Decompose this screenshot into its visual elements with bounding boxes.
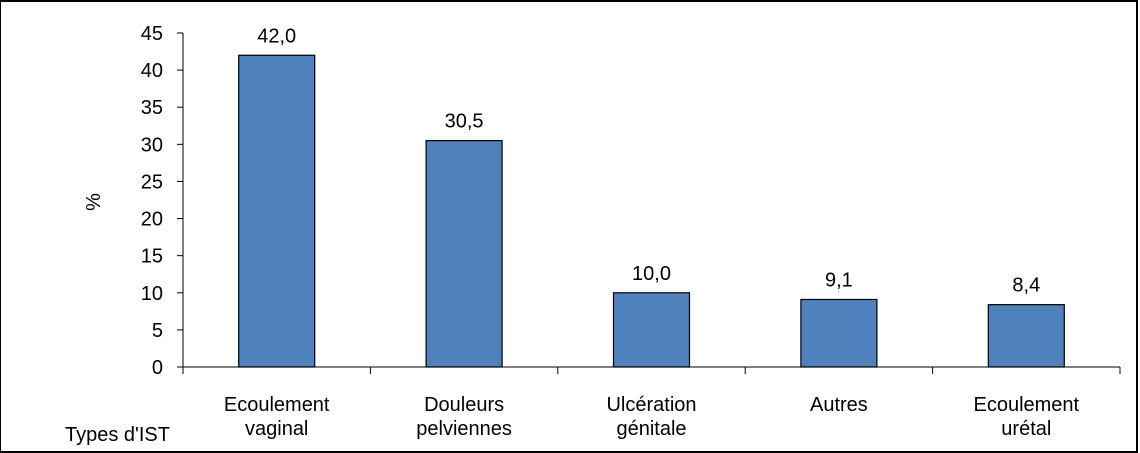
bar [425,140,503,368]
category-label: Douleurs pelviennes [416,394,512,440]
category-label: Ecoulement urétal [973,394,1079,440]
bar [987,304,1065,368]
y-tick-label: 40 [141,60,163,82]
bar-value-label: 42,0 [257,25,296,47]
y-tick-label: 45 [141,23,163,45]
y-tick-label: 15 [141,246,163,268]
bar-value-label: 30,5 [445,111,484,133]
y-axis-title: % [83,193,105,211]
y-tick-label: 0 [152,357,163,379]
bar [612,292,691,368]
bar-value-label: 8,4 [1012,275,1040,297]
y-tick-label: 20 [141,209,163,231]
y-axis: 0 5 10 15 20 25 30 35 40 45 [141,23,184,379]
x-axis-title: Types d'IST [65,424,170,446]
category-labels: Ecoulement vaginal Douleurs pelviennes Ulcér… [224,394,1080,440]
category-label: Ulcération génitale [606,394,696,440]
y-tick-label: 10 [141,283,163,305]
bar [238,54,316,368]
y-tick-label: 5 [152,320,163,342]
data-labels: 42,0 30,5 10,0 9,1 8,4 [257,25,1040,296]
bar-value-label: 9,1 [825,269,853,291]
y-tick-label: 30 [141,134,163,156]
bar-value-label: 10,0 [632,263,671,285]
y-tick-label: 25 [141,171,163,193]
bar [800,298,878,368]
bars [238,54,1065,368]
category-label: Autres [810,394,868,416]
y-tick-label: 35 [141,97,163,119]
category-label: Ecoulement vaginal [224,394,330,440]
